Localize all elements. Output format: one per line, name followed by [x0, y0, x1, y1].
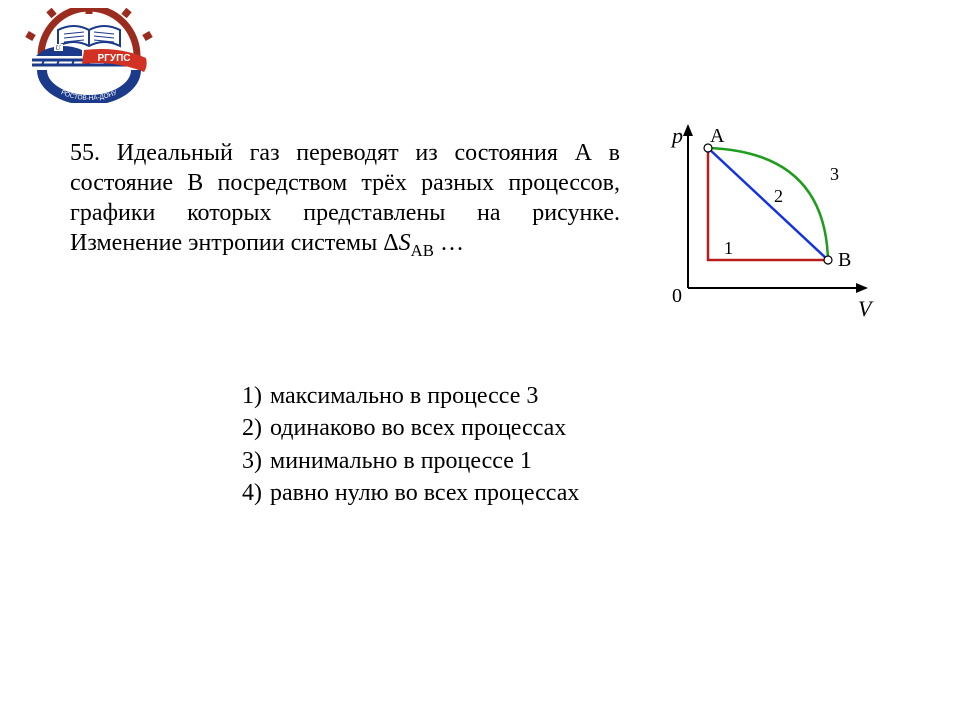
answer-text: равно нулю во всех процессах: [270, 477, 579, 509]
question-text: 55. Идеальный газ переводят из состояния…: [70, 138, 620, 262]
point-b-marker: [824, 256, 832, 264]
answer-number: 1): [230, 380, 262, 412]
answer-number: 3): [230, 445, 262, 477]
point-a-label: A: [710, 125, 725, 147]
symbol-s: S: [399, 230, 411, 256]
answer-option: 4) равно нулю во всех процессах: [230, 477, 579, 509]
answer-option: 3) минимально в процессе 1: [230, 445, 579, 477]
y-axis-arrow: [683, 124, 693, 136]
answer-number: 2): [230, 412, 262, 444]
answer-text: минимально в процессе 1: [270, 445, 532, 477]
university-logo: U РГУПС РОСТОВ-НА-ДОНУ: [14, 8, 164, 103]
question-tail: …: [434, 230, 464, 256]
answer-text: одинаково во всех процессах: [270, 412, 566, 444]
answer-text: максимально в процессе 3: [270, 380, 538, 412]
answer-list: 1) максимально в процессе 3 2) одинаково…: [230, 380, 579, 510]
pv-diagram: p V 0 A B 1 2 3: [650, 120, 910, 340]
book-icon: [58, 26, 120, 46]
origin-label: 0: [672, 285, 682, 307]
axis-x-label: V: [858, 296, 874, 321]
logo-label: РГУПС: [98, 53, 131, 64]
logo-subbanner: РОСТОВ-НА-ДОНУ: [42, 70, 136, 102]
x-axis-arrow: [856, 283, 868, 293]
question-body: Идеальный газ переводят из состояния А в…: [70, 140, 620, 256]
path-label-3: 3: [830, 164, 839, 184]
path-label-1: 1: [724, 238, 733, 258]
path-label-2: 2: [774, 186, 783, 206]
answer-option: 2) одинаково во всех процессах: [230, 412, 579, 444]
answer-option: 1) максимально в процессе 3: [230, 380, 579, 412]
point-b-label: B: [838, 249, 851, 271]
answer-number: 4): [230, 477, 262, 509]
axis-y-label: p: [670, 123, 683, 148]
question-number: 55.: [70, 140, 100, 166]
subscript-ab: АВ: [411, 241, 434, 260]
